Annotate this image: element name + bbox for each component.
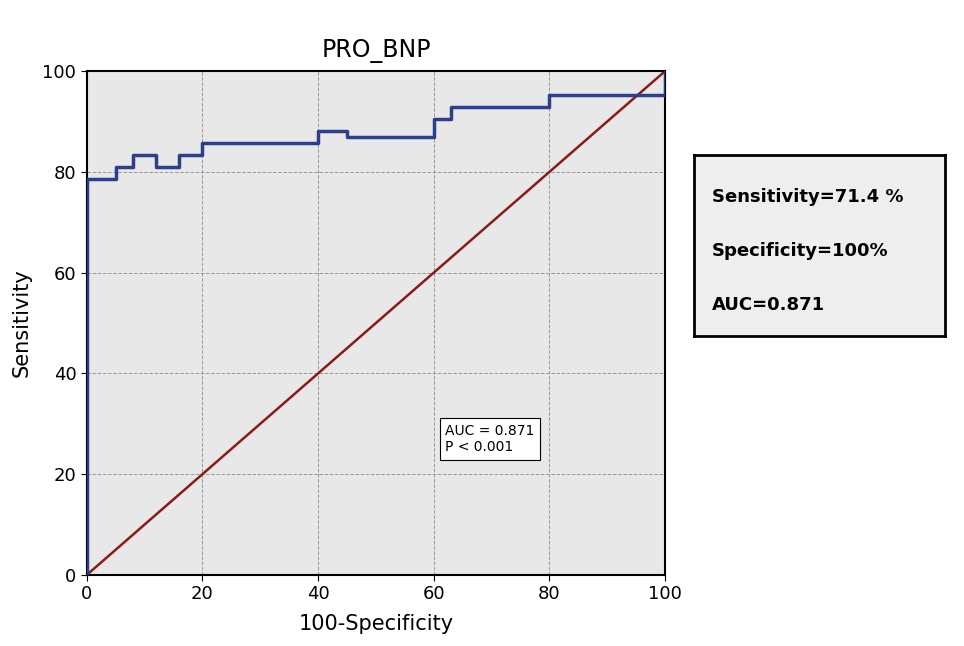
Title: PRO_BNP: PRO_BNP: [321, 39, 431, 63]
X-axis label: 100-Specificity: 100-Specificity: [299, 614, 453, 634]
Text: Sensitivity=71.4 %: Sensitivity=71.4 %: [711, 187, 903, 205]
Text: Specificity=100%: Specificity=100%: [711, 242, 888, 260]
Text: AUC = 0.871
P < 0.001: AUC = 0.871 P < 0.001: [445, 424, 535, 454]
Y-axis label: Sensitivity: Sensitivity: [12, 269, 32, 377]
Text: AUC=0.871: AUC=0.871: [711, 296, 825, 314]
